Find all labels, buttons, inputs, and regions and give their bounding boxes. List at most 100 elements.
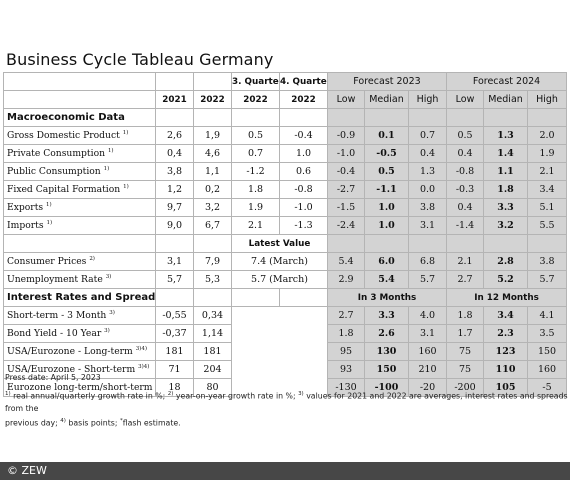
empty-cell xyxy=(446,234,485,253)
value-cell: 93 xyxy=(327,360,365,379)
value-cell: 123 xyxy=(483,342,529,361)
value-cell: 4,6 xyxy=(193,144,232,163)
value-cell: 1.0 xyxy=(364,216,409,235)
value-cell: 1.8 xyxy=(327,324,365,343)
value-cell: 3.3 xyxy=(364,306,409,325)
value-cell: 3.8 xyxy=(527,252,568,271)
empty-cell xyxy=(327,234,365,253)
value-cell: 5.5 xyxy=(527,216,568,235)
value-cell: 204 xyxy=(193,360,232,379)
value-cell: 210 xyxy=(407,360,448,379)
value-cell: -0.8 xyxy=(279,180,328,199)
value-cell: 2.8 xyxy=(483,252,529,271)
empty-cell xyxy=(193,234,232,253)
value-cell: 1.9 xyxy=(527,144,568,163)
section-macro-label: Macroeconomic Data xyxy=(3,108,156,127)
row-label-text: Short-term - 3 Month xyxy=(7,310,107,322)
row-label-text: Fixed Capital Formation xyxy=(7,184,121,196)
value-cell: 80 xyxy=(193,378,232,397)
value-cell: 5.4 xyxy=(327,252,365,271)
empty-cell xyxy=(280,343,328,361)
row-label-text: Imports xyxy=(7,220,44,232)
footnote-marker: 3) xyxy=(104,327,110,334)
section-macro-row: Macroeconomic Data xyxy=(3,108,568,127)
value-cell: 160 xyxy=(407,342,448,361)
value-cell: -130 xyxy=(327,378,365,397)
value-cell: 181 xyxy=(155,342,194,361)
table-row: Gross Domestic Product 1) 2,6 1,9 0.5 -0.4 -0… xyxy=(3,126,568,145)
value-cell: 0,4 xyxy=(155,144,194,163)
value-cell: 3,1 xyxy=(155,252,194,271)
value-cell: 2.9 xyxy=(327,270,365,289)
sub-header: High xyxy=(527,90,568,109)
value-cell: 5.4 xyxy=(364,270,409,289)
year-header: 2022 xyxy=(279,90,328,109)
value-cell: 1.8 xyxy=(231,180,280,199)
value-cell: -2.7 xyxy=(327,180,365,199)
footnote-marker: 3)4) xyxy=(138,363,150,370)
value-cell: 4.1 xyxy=(527,306,568,325)
row-label: Imports 1) xyxy=(3,216,156,235)
value-cell: -0.3 xyxy=(446,180,485,199)
value-cell: 110 xyxy=(483,360,529,379)
value-cell: 1.1 xyxy=(483,162,529,181)
table-row: Consumer Prices 2) 3,1 7,9 7.4 (March) 5.4 6.… xyxy=(3,252,568,271)
empty-cell xyxy=(483,234,529,253)
value-cell: 18 xyxy=(155,378,194,397)
row-label: Exports 1) xyxy=(3,198,156,217)
value-cell: 1,2 xyxy=(155,180,194,199)
value-cell: 9,0 xyxy=(155,216,194,235)
value-cell: 0.4 xyxy=(446,198,485,217)
section-rates-row: Interest Rates and Spreads In 3 Months In … xyxy=(3,288,568,307)
value-cell: 9,7 xyxy=(155,198,194,217)
footnote-marker: 3) xyxy=(105,273,112,280)
quarter4-header: 4. Quarter xyxy=(279,72,328,91)
footnote-marker: 3) xyxy=(109,309,115,316)
footnote-marker: 1) xyxy=(103,165,110,172)
table-row: USA/Eurozone - Long-term 3)4) 181 181 95 130… xyxy=(3,342,568,361)
row-label: Short-term - 3 Month 3) xyxy=(3,306,156,325)
value-cell: 2.7 xyxy=(327,306,365,325)
value-cell: 0.1 xyxy=(364,126,409,145)
empty-cell xyxy=(232,325,280,343)
value-cell: 2.0 xyxy=(527,126,568,145)
empty-cell xyxy=(155,288,194,307)
latest-value-header: Latest Value xyxy=(231,234,328,253)
value-cell: -1.4 xyxy=(446,216,485,235)
row-label-text: Exports xyxy=(7,202,44,214)
table-row: Bond Yield - 10 Year 3) -0,37 1,14 1.8 2.6 3.… xyxy=(3,324,568,343)
year-header: 2022 xyxy=(231,90,280,109)
table-row: Imports 1) 9,0 6,7 2.1 -1.3 -2.4 1.0 3.1 -1.4 3.2… xyxy=(3,216,568,235)
value-cell: 1.3 xyxy=(483,126,529,145)
footnotes: 1) real annual/quarterly growth rate in … xyxy=(5,388,570,429)
row-label-text: USA/Eurozone - Short-term xyxy=(7,364,136,376)
value-cell: -0.9 xyxy=(327,126,365,145)
year-header: 2021 xyxy=(155,90,194,109)
value-cell: 1.0 xyxy=(364,198,409,217)
value-cell: 0.4 xyxy=(407,144,448,163)
value-cell: 1,14 xyxy=(193,324,232,343)
value-cell: 2,6 xyxy=(155,126,194,145)
value-cell: 0.5 xyxy=(231,126,280,145)
value-cell: -0.8 xyxy=(446,162,485,181)
value-cell: 0,34 xyxy=(193,306,232,325)
value-cell: 1.8 xyxy=(483,180,529,199)
header-row-2: 2021 2022 2022 2022 Low Median High Low … xyxy=(3,90,568,109)
header-row-1: 3. Quarter 4. Quarter Forecast 2023 Fore… xyxy=(3,72,568,91)
value-cell: -0.5 xyxy=(364,144,409,163)
value-cell: 2.1 xyxy=(527,162,568,181)
row-label: USA/Eurozone - Long-term 3)4) xyxy=(3,342,156,361)
latest-value-header-row: Latest Value xyxy=(3,234,568,253)
value-cell: 3.3 xyxy=(483,198,529,217)
value-cell: 1.4 xyxy=(483,144,529,163)
value-cell: 6.8 xyxy=(407,252,448,271)
value-cell: -0.4 xyxy=(279,126,328,145)
value-cell: 0.7 xyxy=(231,144,280,163)
sub-header: Median xyxy=(364,90,409,109)
empty-cell xyxy=(232,361,280,379)
value-cell: 150 xyxy=(527,342,568,361)
value-cell: -0,37 xyxy=(155,324,194,343)
empty-cell xyxy=(527,234,568,253)
section-rates-label: Interest Rates and Spreads xyxy=(3,288,156,307)
value-cell: 0.0 xyxy=(407,180,448,199)
